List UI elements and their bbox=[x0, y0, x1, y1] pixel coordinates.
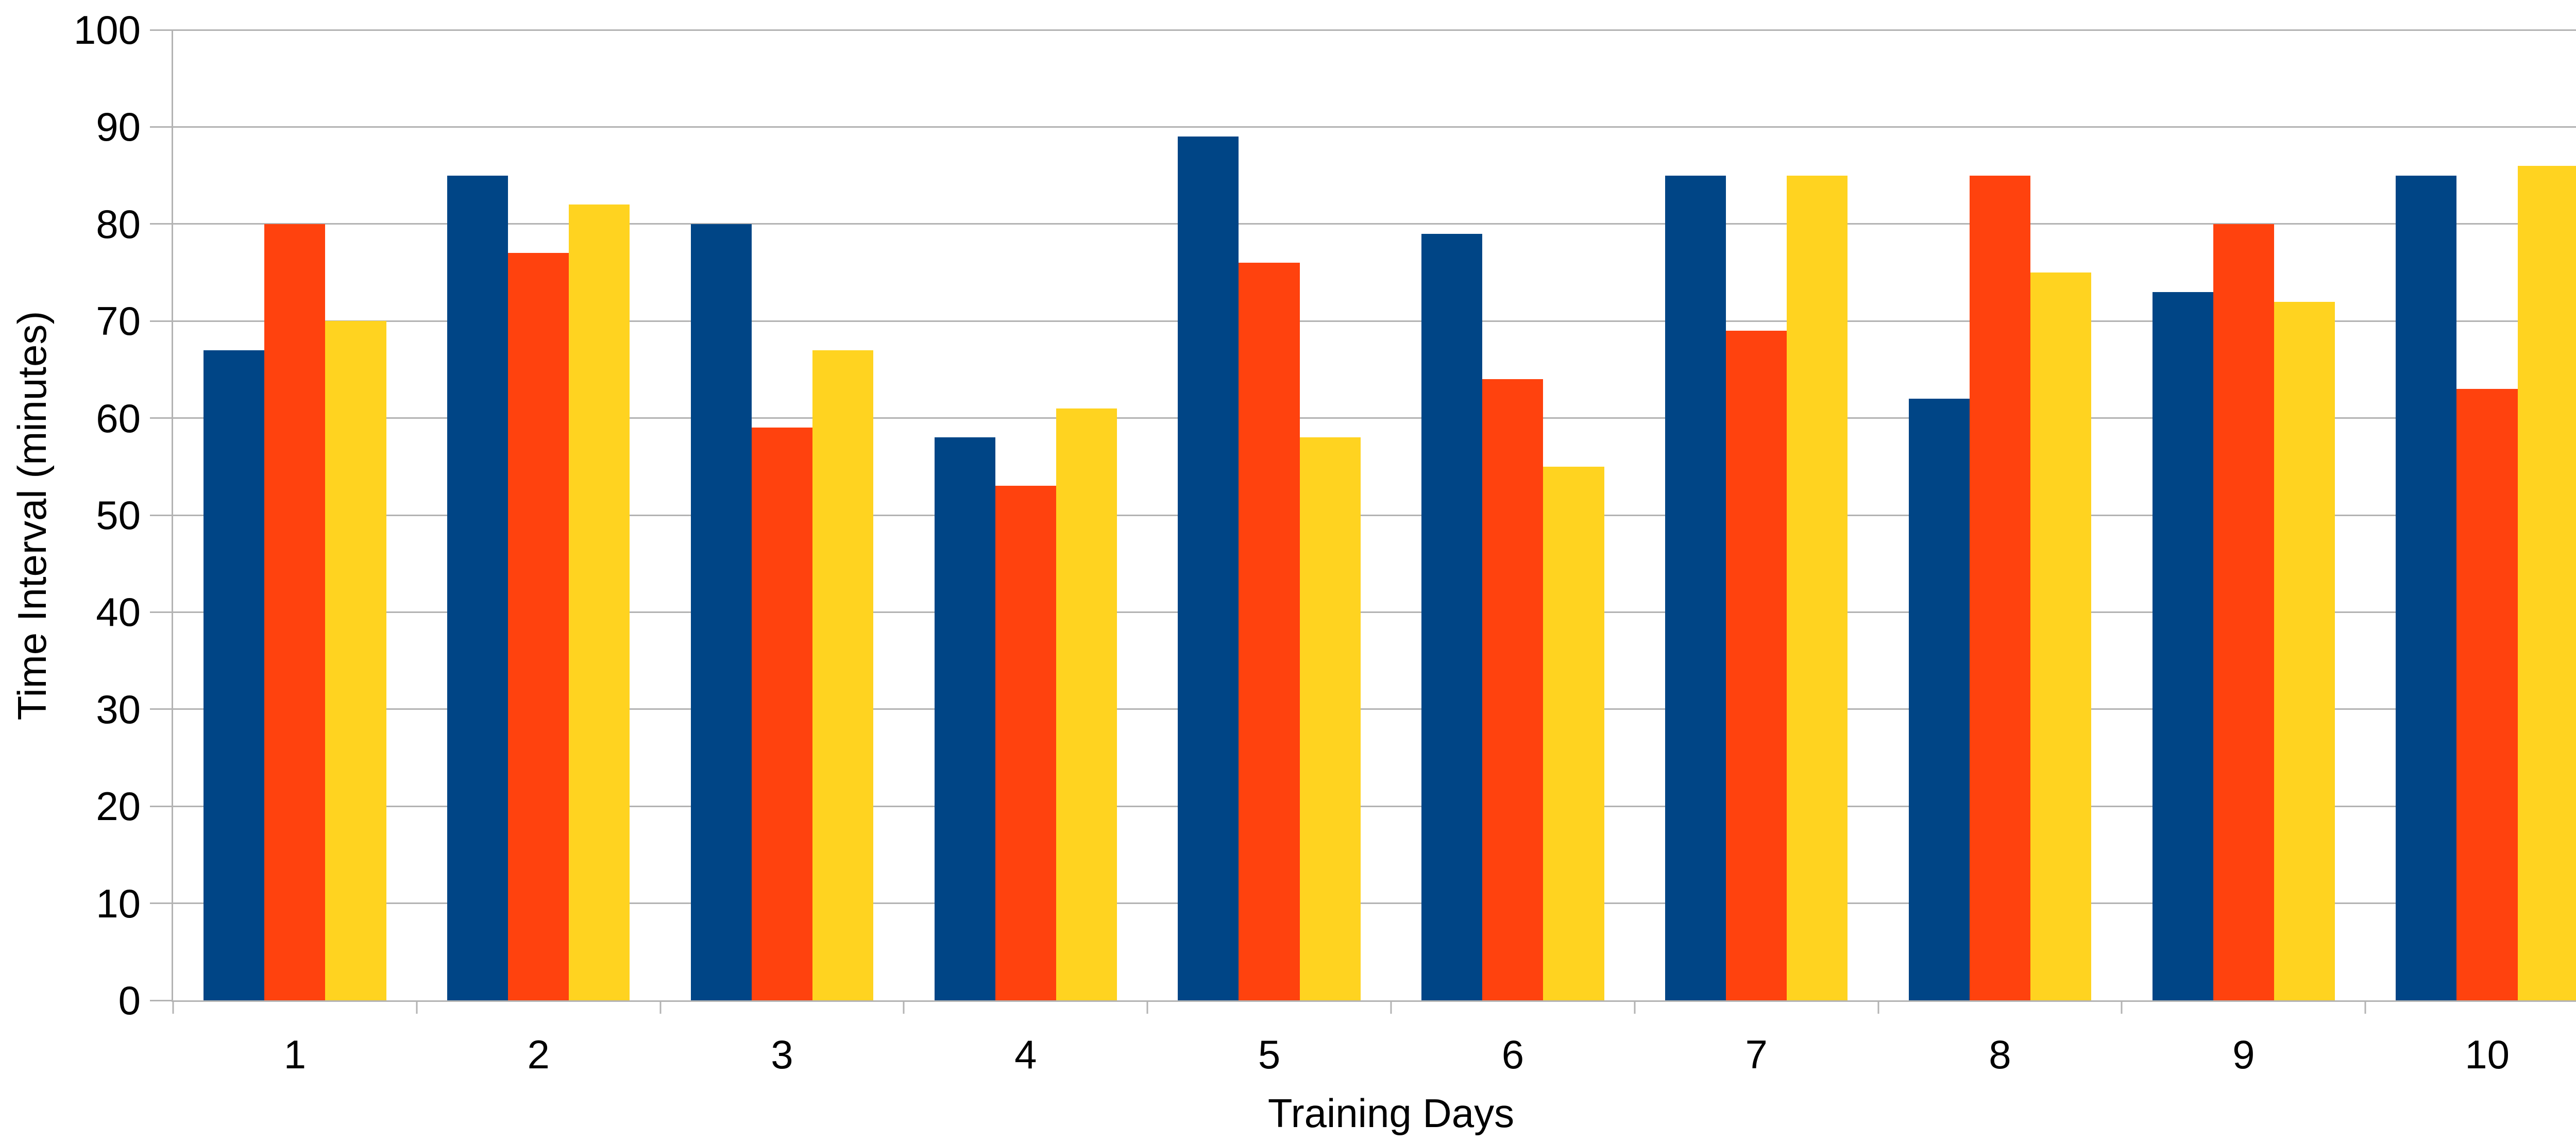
bar-odour-1 bbox=[1726, 331, 1787, 1000]
y-axis-tick bbox=[150, 805, 173, 807]
x-tick-label: 1 bbox=[283, 1032, 307, 1077]
y-axis-tick bbox=[150, 320, 173, 322]
x-axis-tick bbox=[1146, 1000, 1148, 1014]
x-tick-label: 6 bbox=[1501, 1032, 1524, 1077]
bar-control bbox=[204, 350, 265, 1000]
y-tick-label: 60 bbox=[96, 395, 141, 441]
bar-group bbox=[904, 30, 1147, 1000]
bar-group bbox=[417, 30, 660, 1000]
bar-group bbox=[1878, 30, 2122, 1000]
y-tick-label: 50 bbox=[96, 492, 141, 538]
gridline bbox=[173, 223, 2576, 225]
gridline bbox=[173, 805, 2576, 807]
bar-odour-1 bbox=[1239, 263, 1300, 1000]
bar-control bbox=[690, 224, 752, 1000]
bar-odour-1 bbox=[1969, 175, 2031, 1000]
y-tick-label: 100 bbox=[73, 7, 141, 53]
bar-control bbox=[934, 437, 995, 1000]
x-tick-label: 7 bbox=[1745, 1032, 1768, 1077]
bar-control bbox=[1665, 175, 1726, 1000]
bar-group bbox=[660, 30, 904, 1000]
x-axis-tick bbox=[659, 1000, 662, 1014]
gridline bbox=[173, 320, 2576, 322]
y-axis-tick bbox=[150, 708, 173, 710]
x-axis-title: Training Days bbox=[1267, 1090, 1515, 1136]
bar-control bbox=[1908, 398, 1970, 1000]
bar-group bbox=[1635, 30, 1878, 1000]
gridline bbox=[173, 902, 2576, 905]
bar-group bbox=[2122, 30, 2365, 1000]
gridline bbox=[173, 417, 2576, 419]
plot-area: 0 10 20 30 40 50 60 70 80 90 100 1 2 3 4 5 6 7 8 9 10 bbox=[74, 10, 2576, 1075]
x-axis-tick bbox=[1390, 1000, 1392, 1014]
bar-odour-2 bbox=[2517, 165, 2576, 1000]
x-axis-tick bbox=[2364, 1000, 2366, 1014]
bar-odour-2 bbox=[812, 350, 874, 1000]
x-tick-label: 3 bbox=[771, 1032, 793, 1077]
bar-odour-2 bbox=[1056, 408, 1117, 1000]
x-axis-tick bbox=[416, 1000, 418, 1014]
y-axis-tick bbox=[150, 999, 173, 1001]
bar-odour-2 bbox=[1543, 466, 1604, 1000]
y-axis-title: Time Interval (minutes) bbox=[9, 311, 55, 721]
x-axis-tick bbox=[1877, 1000, 1879, 1014]
x-tick-label: 9 bbox=[2232, 1032, 2255, 1077]
y-axis-tick bbox=[150, 29, 173, 31]
bar-odour-1 bbox=[1482, 379, 1544, 1000]
x-tick-label: 2 bbox=[527, 1032, 550, 1077]
bar-odour-1 bbox=[508, 253, 569, 1000]
y-axis-tick bbox=[150, 514, 173, 516]
bar-odour-2 bbox=[1787, 175, 1848, 1000]
y-tick-label: 0 bbox=[118, 978, 141, 1023]
bar-odour-1 bbox=[2213, 224, 2274, 1000]
bar-control bbox=[447, 175, 509, 1000]
bar-odour-2 bbox=[1299, 437, 1361, 1000]
gridline bbox=[173, 708, 2576, 710]
y-tick-label: 30 bbox=[96, 686, 141, 732]
x-axis-tick bbox=[2121, 1000, 2123, 1014]
bar-control bbox=[1178, 137, 1239, 1000]
y-tick-label: 80 bbox=[96, 201, 141, 247]
y-tick-label: 70 bbox=[96, 298, 141, 344]
x-tick-label: 10 bbox=[2465, 1032, 2510, 1077]
bar-odour-1 bbox=[264, 224, 326, 1000]
bar-group bbox=[2365, 30, 2576, 1000]
gridline bbox=[173, 126, 2576, 128]
bar-odour-1 bbox=[995, 486, 1056, 1000]
x-axis-tick bbox=[903, 1000, 905, 1014]
gridline bbox=[173, 611, 2576, 613]
bar-control bbox=[1421, 233, 1483, 1000]
bar-group bbox=[1391, 30, 1635, 1000]
x-tick-label: 8 bbox=[1989, 1032, 2011, 1077]
bar-odour-2 bbox=[2030, 272, 2092, 1000]
y-tick-label: 10 bbox=[96, 880, 141, 926]
bar-control bbox=[2152, 292, 2213, 1000]
x-axis-tick bbox=[172, 1000, 174, 1014]
bar-group bbox=[1147, 30, 1391, 1000]
bar-odour-2 bbox=[325, 321, 386, 1000]
y-axis-tick bbox=[150, 223, 173, 225]
y-tick-label: 20 bbox=[96, 783, 141, 829]
y-axis-tick bbox=[150, 611, 173, 613]
y-axis-tick bbox=[150, 902, 173, 905]
bar-group bbox=[173, 30, 417, 1000]
x-tick-label: 5 bbox=[1258, 1032, 1281, 1077]
bar-control bbox=[2396, 175, 2457, 1000]
bar-odour-1 bbox=[2456, 389, 2518, 1000]
bar-odour-2 bbox=[2274, 301, 2335, 1000]
bar-odour-2 bbox=[569, 204, 630, 1000]
x-tick-label: 4 bbox=[1014, 1032, 1037, 1077]
gridline bbox=[173, 514, 2576, 516]
x-axis-tick bbox=[1634, 1000, 1636, 1014]
y-axis-tick bbox=[150, 417, 173, 419]
y-tick-label: 40 bbox=[96, 589, 141, 635]
bar-odour-1 bbox=[751, 428, 813, 1000]
y-tick-label: 90 bbox=[96, 104, 141, 150]
gridline bbox=[173, 29, 2576, 31]
y-axis-tick bbox=[150, 126, 173, 128]
